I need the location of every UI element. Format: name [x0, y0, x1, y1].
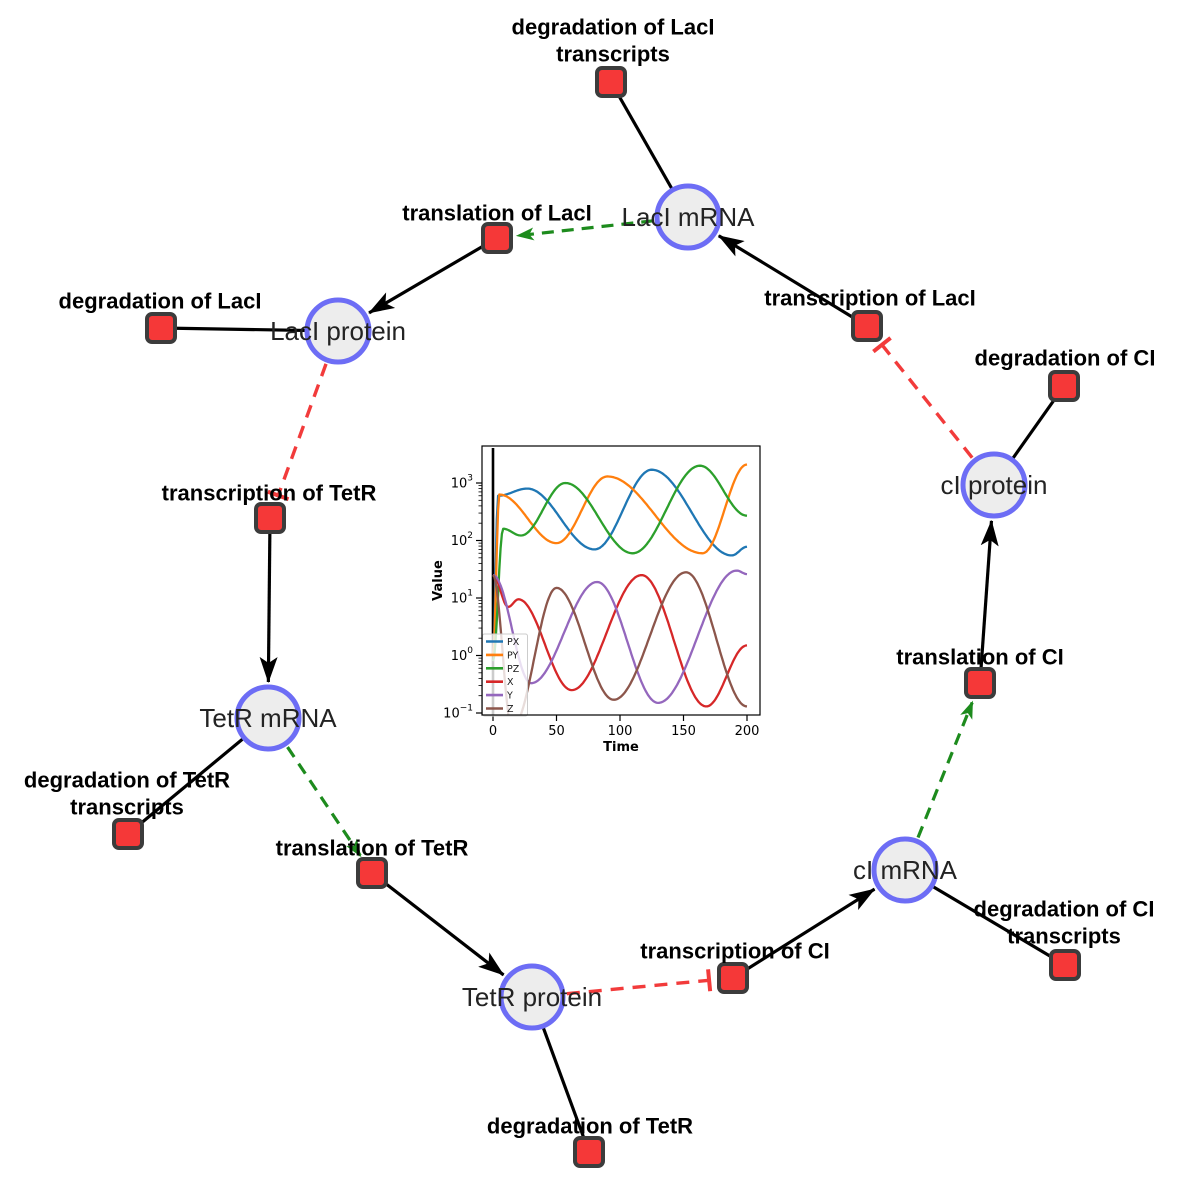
- legend-label-Y: Y: [506, 691, 513, 702]
- reaction-label-deg_tetr: degradation of TetR: [487, 1114, 693, 1139]
- species-node-ci_protein[interactable]: [960, 451, 1028, 519]
- species-label-ci_mrna: cI mRNA: [853, 855, 958, 885]
- edge-ci_mrna-to-translation_ci: [916, 700, 974, 839]
- reaction-node-translation_tetr[interactable]: [356, 857, 388, 889]
- series-line-PY: [491, 463, 748, 656]
- inhibition-tee-bar: [267, 489, 290, 502]
- x-tick-label: 100: [608, 724, 633, 739]
- species-node-tetr_mrna[interactable]: [234, 684, 302, 752]
- series-line-Y: [492, 569, 748, 705]
- chart-background: [428, 438, 776, 770]
- reaction-node-deg_tetr[interactable]: [573, 1136, 605, 1168]
- reaction-label-deg_ci_tx: transcripts: [1007, 924, 1121, 949]
- y-tick-label: 101: [451, 589, 473, 607]
- legend-label-PZ: PZ: [507, 664, 520, 675]
- species-node-ci_mrna[interactable]: [871, 836, 939, 904]
- species-label-laci_protein: LacI protein: [270, 316, 406, 346]
- legend-box: [482, 633, 528, 717]
- species-node-tetr_protein[interactable]: [498, 963, 566, 1031]
- reaction-label-deg_tetr_tx: degradation of TetR: [24, 768, 230, 793]
- x-axis-title: Time: [603, 740, 639, 755]
- reaction-label-transcription_ci: transcription of CI: [640, 939, 829, 964]
- reaction-label-deg_laci: degradation of LacI: [59, 289, 262, 314]
- reaction-label-transcription_laci: transcription of LacI: [764, 286, 975, 311]
- legend-label-Z: Z: [507, 704, 514, 715]
- edge-transcription_laci-to-laci_mrna: [717, 234, 868, 328]
- y-tick-label: 103: [451, 474, 473, 492]
- edge-tetr_mrna-to-translation_tetr: [286, 746, 362, 858]
- reaction-node-translation_laci[interactable]: [481, 222, 513, 254]
- species-node-laci_protein[interactable]: [304, 297, 372, 365]
- series-line-Z: [492, 571, 748, 715]
- species-label-ci_protein: cI protein: [941, 470, 1048, 500]
- edge-ci_protein-to-transcription_laci: [872, 336, 974, 459]
- series-line-PZ: [491, 464, 748, 662]
- reaction-node-deg_ci[interactable]: [1048, 370, 1080, 402]
- reaction-label-deg_laci_tx: degradation of LacI: [512, 15, 715, 40]
- reaction-node-translation_ci[interactable]: [964, 667, 996, 699]
- x-tick-label: 50: [548, 724, 565, 739]
- reaction-node-transcription_laci[interactable]: [851, 310, 883, 342]
- species-node-laci_mrna[interactable]: [654, 183, 722, 251]
- inhibition-tee-bar: [706, 969, 713, 992]
- edge-translation_ci-to-ci_protein: [978, 519, 999, 684]
- x-tick-label: 150: [671, 724, 696, 739]
- reaction-label-deg_laci_tx: transcripts: [556, 42, 670, 67]
- reaction-label-deg_tetr_tx: transcripts: [70, 795, 184, 820]
- species-label-laci_mrna: LacI mRNA: [622, 202, 756, 232]
- edge-transcription_tetr-to-tetr_mrna: [259, 517, 278, 684]
- y-axis-title: Value: [431, 560, 446, 601]
- reaction-node-deg_tetr_tx[interactable]: [112, 818, 144, 850]
- legend-label-PX: PX: [507, 637, 520, 648]
- reaction-label-translation_tetr: translation of TetR: [276, 836, 469, 861]
- reaction-node-deg_ci_tx[interactable]: [1049, 949, 1081, 981]
- edge-translation_tetr-to-tetr_protein: [371, 871, 505, 977]
- reaction-node-transcription_ci[interactable]: [717, 962, 749, 994]
- edge-translation_laci-to-laci_protein: [368, 236, 498, 315]
- labels-layer: degradation of LacItranscriptstranslatio…: [24, 15, 1156, 1139]
- reaction-node-deg_laci_tx[interactable]: [595, 66, 627, 98]
- inhibition-tee-bar: [872, 336, 892, 354]
- nodes-layer: [112, 66, 1081, 1168]
- y-tick-label: 10−1: [443, 704, 473, 722]
- axes-frame: [481, 445, 761, 716]
- species-label-tetr_mrna: TetR mRNA: [199, 703, 337, 733]
- reaction-node-transcription_tetr[interactable]: [254, 502, 286, 534]
- legend-label-X: X: [507, 677, 514, 688]
- chart-legend: PX PY PZ XYZ: [482, 633, 528, 717]
- reaction-node-deg_laci[interactable]: [145, 312, 177, 344]
- y-tick-label: 102: [451, 531, 473, 549]
- edge-laci_mrna-to-translation_laci: [515, 219, 654, 241]
- reaction-label-deg_ci: degradation of CI: [975, 346, 1156, 371]
- reaction-label-transcription_tetr: transcription of TetR: [162, 481, 377, 506]
- edge-laci_protein-to-transcription_tetr: [267, 363, 328, 502]
- axis-ticks: 103 102 101 100 10−1 0 50 100 150 200: [443, 474, 759, 740]
- species-label-tetr_protein: TetR protein: [462, 982, 602, 1012]
- reaction-label-deg_ci_tx: degradation of CI: [974, 897, 1155, 922]
- x-tick-label: 200: [735, 724, 760, 739]
- edge-tetr_protein-to-transcription_ci: [566, 969, 713, 996]
- x-tick-label: 0: [489, 724, 497, 739]
- series-line-PX: [491, 468, 748, 656]
- reaction-label-translation_laci: translation of LacI: [402, 201, 591, 226]
- reaction-label-translation_ci: translation of CI: [896, 645, 1063, 670]
- legend-label-PY: PY: [507, 650, 519, 661]
- series-line-X: [492, 573, 748, 708]
- edge-transcription_ci-to-ci_mrna: [732, 887, 876, 980]
- y-tick-label: 100: [451, 646, 474, 664]
